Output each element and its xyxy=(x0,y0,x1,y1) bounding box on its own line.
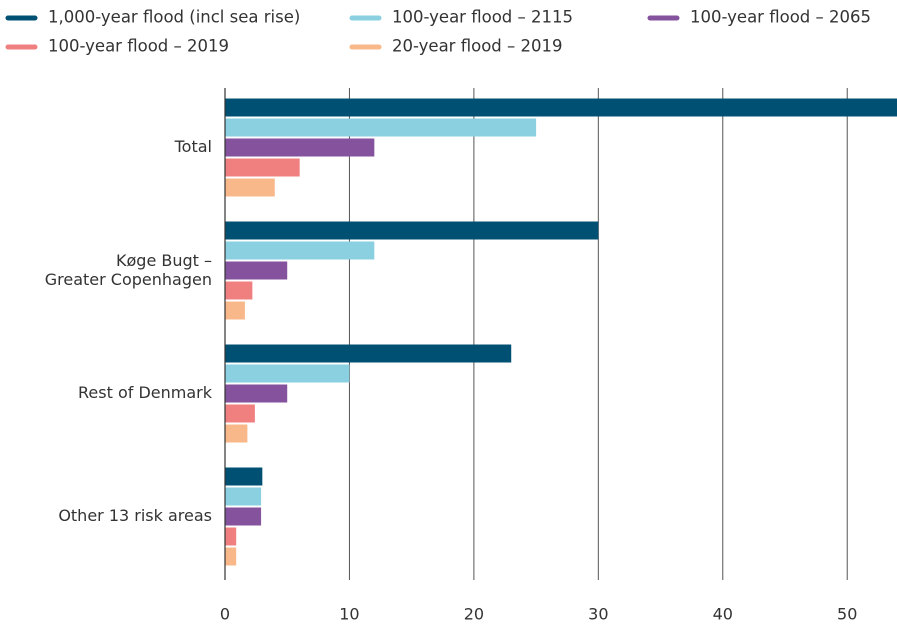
bar xyxy=(225,221,599,240)
x-tick-label: 50 xyxy=(837,605,857,624)
bar xyxy=(225,98,897,117)
bar xyxy=(225,281,253,300)
legend-label: 100-year flood – 2065 xyxy=(690,8,871,27)
bar xyxy=(225,241,375,260)
category-label: Total xyxy=(174,137,212,156)
bar xyxy=(225,527,237,546)
bar xyxy=(225,138,375,157)
bar xyxy=(225,364,350,383)
x-tick-label: 0 xyxy=(220,605,230,624)
bar xyxy=(225,547,237,566)
category-label: Rest of Denmark xyxy=(78,383,213,402)
category-label: Other 13 risk areas xyxy=(58,506,212,525)
legend-label: 100-year flood – 2115 xyxy=(392,8,573,27)
bar xyxy=(225,261,288,280)
bar xyxy=(225,507,262,526)
x-tick-label: 40 xyxy=(713,605,733,624)
legend-label: 1,000-year flood (incl sea rise) xyxy=(48,8,300,27)
bar xyxy=(225,487,262,506)
bar xyxy=(225,404,255,423)
legend: 1,000-year flood (incl sea rise) 100-year… xyxy=(5,8,871,56)
bar xyxy=(225,118,537,137)
bar xyxy=(225,467,263,486)
x-tick-label: 20 xyxy=(464,605,484,624)
bar xyxy=(225,301,245,320)
x-tick-label: 30 xyxy=(588,605,608,624)
legend-label: 20-year flood – 2019 xyxy=(392,37,563,56)
bar xyxy=(225,178,275,197)
bar xyxy=(225,158,300,177)
x-tick-label: 10 xyxy=(339,605,359,624)
bar xyxy=(225,424,248,443)
bar xyxy=(225,344,512,363)
bar xyxy=(225,384,288,403)
legend-label: 100-year flood – 2019 xyxy=(48,37,229,56)
category-label: Køge Bugt – Greater Copenhagen xyxy=(45,250,212,288)
